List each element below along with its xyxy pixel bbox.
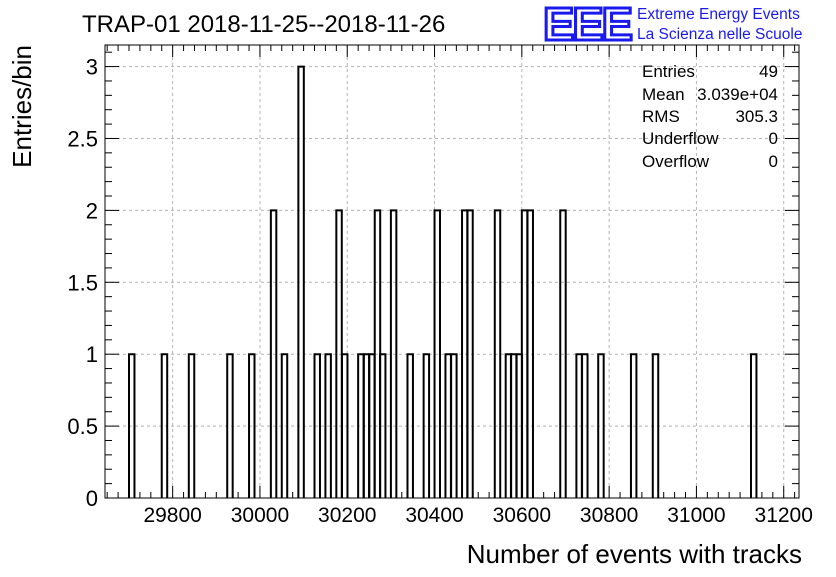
histogram-bin [378, 353, 387, 498]
histogram-bin [297, 65, 305, 498]
stats-label: Underflow [642, 129, 719, 148]
y-tick-label: 0.5 [67, 414, 98, 439]
stats-label: Overflow [642, 152, 710, 171]
histogram-bin [389, 209, 398, 498]
histogram-bin [280, 353, 289, 498]
histogram-bin [341, 353, 349, 498]
x-tick-label: 29800 [143, 504, 201, 527]
histogram-bin [313, 353, 321, 498]
x-axis-label: Number of events with tracks [467, 539, 802, 569]
histogram-bars [128, 65, 758, 498]
histogram-bin [526, 209, 534, 498]
logo-line-2: La Scienza nelle Scuole [637, 26, 802, 43]
x-tick-label: 30200 [318, 504, 376, 527]
histogram-bin [128, 353, 136, 498]
histogram-bin [749, 353, 758, 498]
x-tick-label: 30800 [580, 504, 638, 527]
histogram-bin [493, 209, 502, 498]
stats-value: 305.3 [735, 107, 778, 126]
plot-frame [104, 44, 800, 499]
x-tick-label: 30400 [405, 504, 463, 527]
histogram-bin [651, 353, 660, 498]
histogram-bin [248, 353, 256, 498]
y-tick-label: 3 [86, 55, 98, 80]
x-tick-label: 30000 [231, 504, 289, 527]
x-axis-ticks: 29800 30000 30200 30400 30600 30800 31000 31200 [106, 45, 813, 527]
stats-box: Entries 49 Mean 3.039e+04 RMS 305.3 Underflow 0… [642, 62, 778, 171]
y-tick-label: 1 [86, 342, 98, 367]
histogram-bin [581, 353, 589, 498]
y-axis-label: Entries/bin [7, 45, 37, 168]
stats-value: 49 [759, 62, 778, 81]
x-tick-label: 31200 [755, 504, 813, 527]
grid-lines [105, 45, 799, 498]
x-tick-label: 30600 [493, 504, 551, 527]
eee-logo: EEE Extreme Energy Events La Scienza nel… [542, 0, 803, 52]
histogram-bin [597, 353, 605, 498]
eee-logo-mark: EEE [543, 0, 631, 50]
stats-value: 3.039e+04 [697, 85, 778, 104]
x-tick-label: 31000 [667, 504, 725, 527]
logo-line-1: Extreme Energy Events [637, 6, 800, 23]
histogram-bin [629, 353, 638, 498]
chart-title: TRAP-01 2018-11-25--2018-11-26 [82, 11, 445, 38]
stats-value: 0 [769, 152, 778, 171]
histogram-bin [160, 353, 169, 498]
histogram-bin [406, 353, 414, 498]
y-tick-label: 2 [86, 198, 98, 223]
stats-label: Entries [642, 62, 695, 81]
y-tick-label: 1.5 [67, 270, 98, 295]
histogram-bin [466, 209, 474, 498]
histogram-bin [450, 353, 458, 498]
histogram-bin [433, 209, 441, 498]
histogram-bin [226, 353, 234, 498]
histogram-bin [422, 353, 431, 498]
histogram-bin [187, 353, 196, 498]
stats-label: RMS [642, 107, 680, 126]
y-tick-label: 2.5 [67, 126, 98, 151]
stats-label: Mean [642, 85, 685, 104]
y-tick-label: 0 [86, 486, 98, 511]
stats-value: 0 [769, 129, 778, 148]
histogram-bin [269, 209, 278, 498]
histogram-bin [324, 353, 332, 498]
y-axis-ticks: 0 0.5 1 1.5 2 2.5 3 [67, 51, 799, 511]
histogram-bin [559, 209, 567, 498]
